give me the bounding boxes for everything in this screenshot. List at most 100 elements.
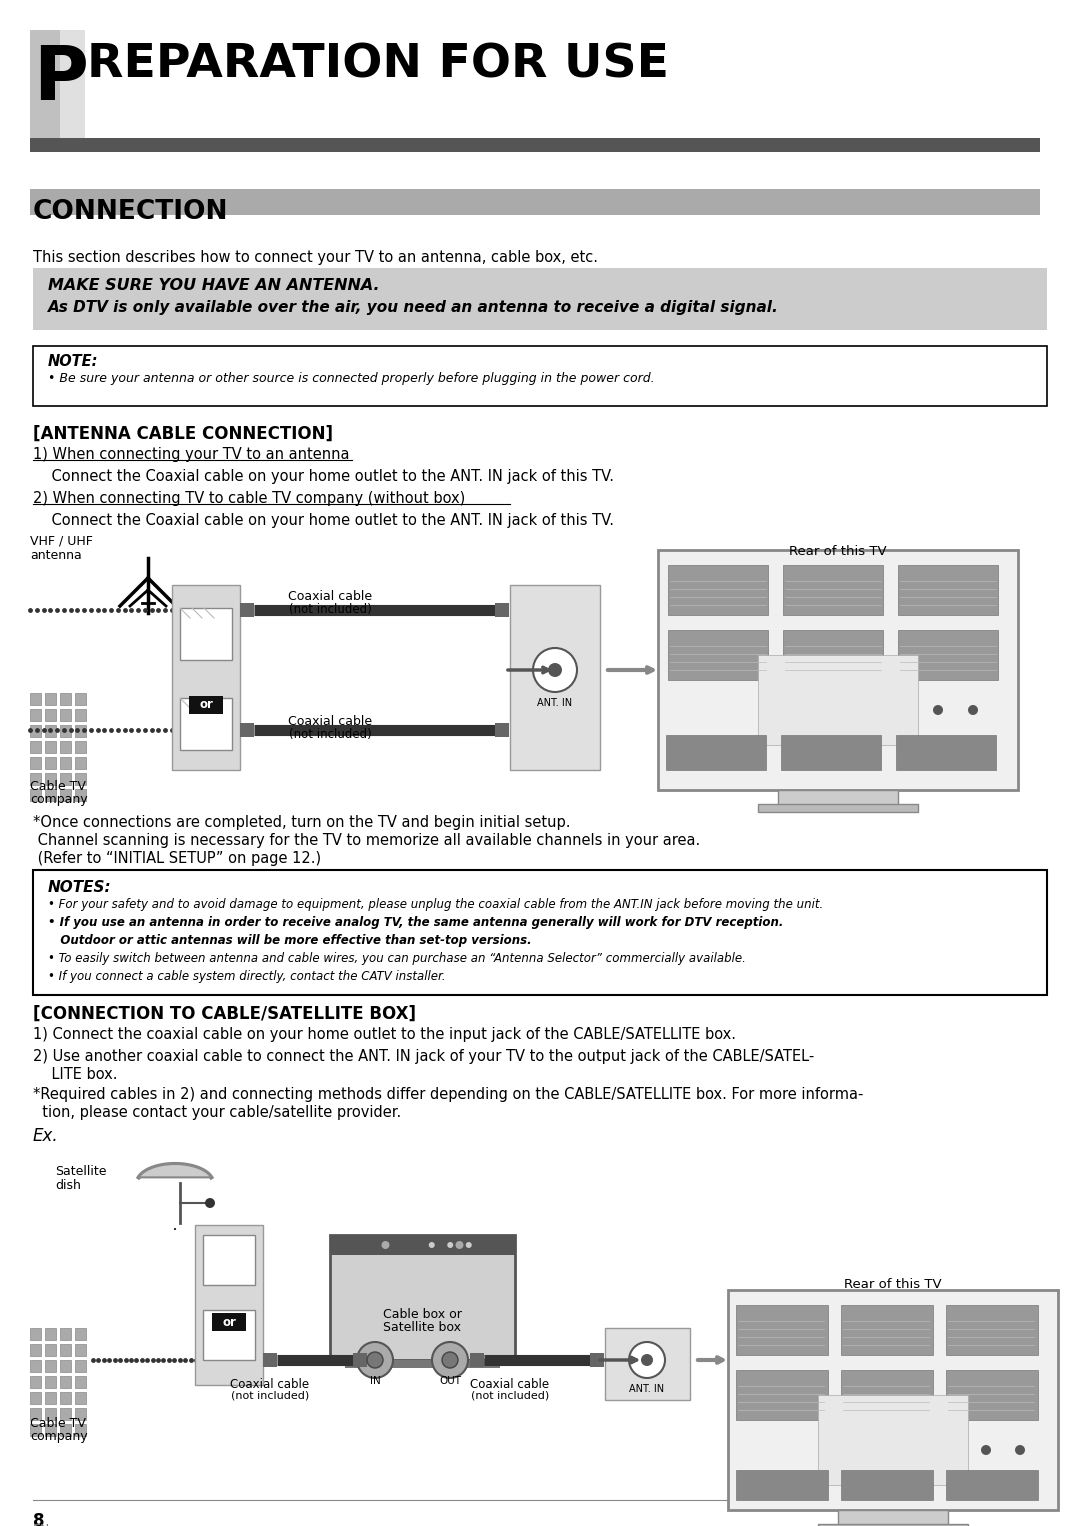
- Bar: [75, 742, 86, 752]
- Bar: [264, 1354, 276, 1367]
- Text: Satellite: Satellite: [55, 1164, 107, 1178]
- Bar: [946, 1470, 1038, 1500]
- Bar: [30, 742, 41, 752]
- Bar: [45, 1424, 56, 1436]
- Bar: [778, 790, 897, 806]
- Bar: [495, 723, 509, 737]
- Bar: [758, 804, 918, 812]
- Bar: [45, 757, 56, 769]
- Bar: [30, 774, 41, 784]
- Bar: [33, 269, 1047, 330]
- Bar: [818, 1524, 968, 1526]
- Circle shape: [357, 1341, 393, 1378]
- Bar: [735, 1470, 828, 1500]
- Bar: [60, 31, 85, 148]
- Text: Channel scanning is necessary for the TV to memorize all available channels in y: Channel scanning is necessary for the TV…: [33, 833, 700, 848]
- Bar: [60, 789, 71, 801]
- Circle shape: [367, 1352, 383, 1367]
- Bar: [30, 1328, 41, 1340]
- Text: tion, please contact your cable/satellite provider.: tion, please contact your cable/satellit…: [33, 1105, 402, 1120]
- Circle shape: [465, 1242, 472, 1248]
- Text: (not included): (not included): [231, 1392, 309, 1401]
- Bar: [45, 725, 56, 737]
- Bar: [172, 584, 240, 771]
- Bar: [841, 1305, 933, 1355]
- Text: Cable box or: Cable box or: [382, 1308, 461, 1322]
- Bar: [75, 757, 86, 769]
- Text: OUT: OUT: [438, 1376, 461, 1386]
- Text: [CONNECTION TO CABLE/SATELLITE BOX]: [CONNECTION TO CABLE/SATELLITE BOX]: [33, 1006, 416, 1022]
- Bar: [240, 723, 254, 737]
- Bar: [669, 565, 768, 615]
- Bar: [45, 1376, 56, 1389]
- Bar: [605, 1328, 690, 1399]
- Bar: [60, 1408, 71, 1421]
- Bar: [30, 1392, 41, 1404]
- Bar: [203, 1235, 255, 1285]
- Bar: [30, 1344, 41, 1357]
- Circle shape: [429, 1242, 435, 1248]
- Text: Connect the Coaxial cable on your home outlet to the ANT. IN jack of this TV.: Connect the Coaxial cable on your home o…: [33, 468, 615, 484]
- Bar: [75, 1408, 86, 1421]
- Text: Outdoor or attic antennas will be more effective than set-top versions.: Outdoor or attic antennas will be more e…: [48, 934, 531, 948]
- Bar: [510, 584, 600, 771]
- Circle shape: [981, 1445, 991, 1454]
- Circle shape: [442, 1352, 458, 1367]
- Text: NOTE:: NOTE:: [48, 354, 98, 369]
- Bar: [60, 1392, 71, 1404]
- Bar: [60, 742, 71, 752]
- Bar: [45, 742, 56, 752]
- Text: 2) Use another coaxial cable to connect the ANT. IN jack of your TV to the outpu: 2) Use another coaxial cable to connect …: [33, 1048, 814, 1064]
- Bar: [946, 1370, 1038, 1421]
- Text: • Be sure your antenna or other source is connected properly before plugging in : • Be sure your antenna or other source i…: [48, 372, 654, 385]
- Text: • For your safety and to avoid damage to equipment, please unplug the coaxial ca: • For your safety and to avoid damage to…: [48, 897, 823, 911]
- Bar: [60, 1424, 71, 1436]
- Bar: [45, 774, 56, 784]
- Bar: [75, 710, 86, 720]
- Text: *Once connections are completed, turn on the TV and begin initial setup.: *Once connections are completed, turn on…: [33, 815, 570, 830]
- Text: VHF / UHF: VHF / UHF: [30, 536, 93, 548]
- Bar: [30, 725, 41, 737]
- Text: 1) When connecting your TV to an antenna: 1) When connecting your TV to an antenna: [33, 447, 350, 462]
- Text: ANT. IN: ANT. IN: [630, 1384, 664, 1393]
- Bar: [75, 725, 86, 737]
- Text: Connect the Coaxial cable on your home outlet to the ANT. IN jack of this TV.: Connect the Coaxial cable on your home o…: [33, 513, 615, 528]
- Text: or: or: [222, 1315, 235, 1329]
- Text: company: company: [30, 1430, 87, 1444]
- Text: 8: 8: [33, 1512, 44, 1526]
- Bar: [60, 693, 71, 705]
- Text: • If you use an antenna in order to receive analog TV, the same antenna generall: • If you use an antenna in order to rece…: [48, 916, 783, 929]
- Bar: [60, 757, 71, 769]
- Circle shape: [534, 649, 577, 691]
- Text: Coaxial cable: Coaxial cable: [288, 716, 373, 728]
- Bar: [897, 565, 998, 615]
- Bar: [946, 1305, 1038, 1355]
- Bar: [45, 1408, 56, 1421]
- Text: • If you connect a cable system directly, contact the CATV installer.: • If you connect a cable system directly…: [48, 971, 446, 983]
- Text: [ANTENNA CABLE CONNECTION]: [ANTENNA CABLE CONNECTION]: [33, 426, 333, 443]
- Bar: [60, 1328, 71, 1340]
- Circle shape: [968, 705, 978, 716]
- Text: Rear of this TV: Rear of this TV: [789, 545, 887, 559]
- Text: Coaxial cable: Coaxial cable: [230, 1378, 310, 1392]
- Bar: [60, 774, 71, 784]
- Text: (not included): (not included): [288, 603, 372, 617]
- Bar: [330, 1235, 515, 1254]
- Bar: [45, 1360, 56, 1372]
- Bar: [345, 1360, 500, 1367]
- Text: Ex.: Ex.: [33, 1128, 58, 1144]
- Text: As DTV is only available over the air, you need an antenna to receive a digital : As DTV is only available over the air, y…: [48, 301, 779, 314]
- Text: Rear of this TV: Rear of this TV: [845, 1277, 942, 1291]
- Bar: [75, 1392, 86, 1404]
- Bar: [60, 1376, 71, 1389]
- Bar: [30, 1376, 41, 1389]
- Bar: [75, 774, 86, 784]
- Circle shape: [642, 1354, 653, 1366]
- Bar: [841, 1370, 933, 1421]
- Circle shape: [933, 705, 943, 716]
- Text: P: P: [33, 43, 87, 116]
- Bar: [783, 630, 883, 681]
- Text: Coaxial cable: Coaxial cable: [471, 1378, 550, 1392]
- Bar: [818, 1395, 968, 1485]
- Bar: [838, 1511, 948, 1524]
